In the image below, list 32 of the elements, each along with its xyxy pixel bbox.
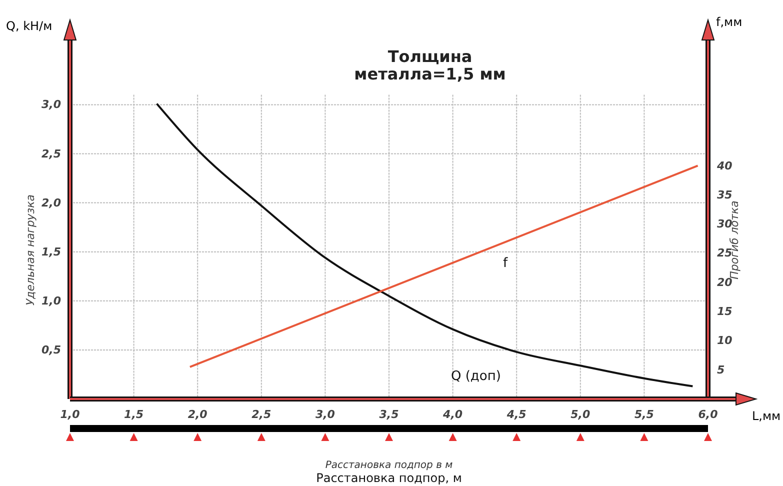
y2-tick-label: 5 (717, 363, 725, 376)
text: Толщина металла=1,5 мм (354, 47, 506, 84)
y2-tick-label: 40 (716, 159, 733, 172)
x-tick-label: 6,0 (698, 408, 718, 421)
x-tick-label: 2,0 (188, 408, 208, 421)
y-tick-label: 3,0 (42, 98, 62, 112)
y-tick-label: 2,0 (42, 196, 62, 210)
x-tick-label: 5,5 (634, 408, 654, 421)
x-tick-label: 4,5 (506, 408, 527, 421)
y2-tick-label: 10 (717, 334, 733, 348)
y2-tick-label: 35 (717, 188, 733, 202)
x-tick-label: 5,0 (570, 408, 590, 421)
text: Расстановка подпор в м (325, 460, 454, 471)
text: f,мм (716, 15, 742, 29)
y-tick-label: 1,5 (42, 245, 62, 258)
y-tick-label: 0,5 (42, 343, 62, 356)
series-label: f (503, 256, 508, 271)
x-tick-label: 1,0 (60, 408, 80, 421)
x-tick-label: 2,5 (252, 408, 272, 421)
x-tick-label: 3,0 (315, 408, 336, 421)
text: Расстановка подпор, м (316, 471, 462, 485)
series-label: Q (доп) (451, 369, 501, 384)
y2-tick-label: 25 (717, 246, 733, 260)
x-axis-title: L,мм (752, 409, 781, 423)
y2-tick-label: 15 (717, 305, 733, 318)
y-tick-label: 2,5 (42, 147, 62, 160)
x-tick-label: 4,0 (442, 408, 463, 421)
x-tick-label: 3,5 (379, 408, 400, 421)
text: Q, kH/м (6, 19, 52, 33)
y-tick-label: 1,0 (42, 294, 62, 308)
x-tick-label: 1,5 (124, 408, 144, 421)
text: Удельная нагрузка (24, 194, 37, 306)
